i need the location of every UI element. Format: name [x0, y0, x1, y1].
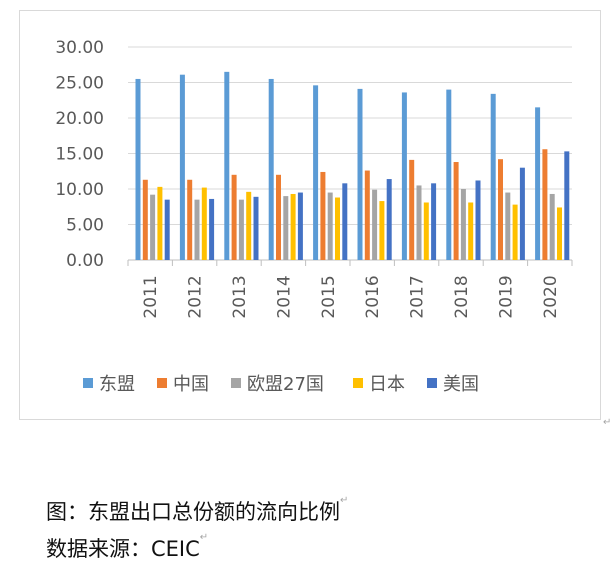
- legend-label: 东盟: [99, 374, 135, 395]
- chart-svg: 30.00 25.00 20.00 15.00 10.00 5.00 0.00 2011 201…: [55, 38, 573, 395]
- legend-label: 日本: [369, 374, 405, 395]
- bar: [512, 204, 518, 260]
- legend-swatch: [157, 378, 167, 388]
- bar: [557, 207, 562, 260]
- bar: [409, 159, 415, 260]
- y-tick-label: 25.00: [55, 74, 104, 94]
- x-tick-label: 2016: [363, 275, 383, 318]
- bar: [564, 151, 570, 260]
- y-tick-label: 20.00: [55, 109, 104, 129]
- bar: [320, 171, 326, 260]
- bar: [364, 170, 370, 260]
- bar: [246, 191, 252, 260]
- bar: [357, 88, 363, 260]
- legend-swatch: [353, 378, 363, 388]
- bar: [386, 179, 392, 260]
- caption-source-text: 数据来源：CEIC: [46, 537, 200, 561]
- x-tick-label: 2017: [408, 275, 428, 318]
- bar: [179, 74, 185, 260]
- legend-swatch: [427, 378, 437, 388]
- y-tick-label: 0.00: [66, 251, 104, 271]
- bar: [505, 192, 511, 260]
- bar: [431, 183, 437, 260]
- bar: [423, 202, 429, 260]
- bar: [187, 179, 193, 260]
- bar: [327, 192, 333, 260]
- bar: [401, 92, 407, 260]
- bar: [379, 201, 385, 260]
- bar: [276, 174, 281, 260]
- bar: [416, 185, 422, 260]
- bar: [519, 167, 525, 260]
- legend-label: 美国: [443, 374, 479, 395]
- x-tick-label: 2020: [541, 275, 561, 318]
- x-tick-label: 2012: [186, 275, 206, 318]
- x-tick-label: 2015: [319, 275, 339, 318]
- legend-swatch: [231, 378, 241, 388]
- x-tick-label: 2013: [230, 275, 250, 318]
- bar: [135, 78, 141, 260]
- bar: [372, 189, 378, 260]
- bar: [475, 180, 481, 260]
- y-tick-label: 5.00: [66, 216, 104, 236]
- bar: [142, 179, 148, 260]
- bar: [231, 174, 237, 260]
- x-tick-label: 2011: [141, 275, 161, 318]
- bar: [224, 71, 230, 260]
- return-mark: ↵: [199, 532, 209, 543]
- bar: [460, 189, 466, 260]
- bar: [157, 186, 163, 260]
- legend-label: 中国: [173, 374, 209, 395]
- caption-title-text: 图：东盟出口总份额的流向比例: [46, 500, 340, 524]
- bar: [283, 196, 289, 260]
- legend-swatch: [83, 378, 93, 388]
- bar: [313, 85, 319, 260]
- return-mark: ↵: [340, 495, 349, 506]
- bar: [297, 192, 303, 260]
- legend-label: 欧盟27国: [247, 374, 324, 395]
- bar: [194, 199, 200, 260]
- x-tick-label: 2014: [274, 275, 294, 318]
- y-tick-label: 10.00: [55, 180, 104, 200]
- bar: [253, 196, 259, 260]
- bar: [201, 187, 207, 260]
- bar: [164, 199, 170, 260]
- x-tick-label: 2019: [496, 275, 516, 318]
- bar: [490, 93, 496, 260]
- bar: [453, 162, 459, 260]
- bar: [290, 193, 296, 260]
- bar: [209, 198, 215, 260]
- bar: [498, 159, 503, 260]
- return-mark: ↵: [603, 417, 612, 428]
- y-tick-label: 15.00: [55, 145, 104, 165]
- bar: [238, 199, 244, 260]
- chart-frame: 30.00 25.00 20.00 15.00 10.00 5.00 0.00 2011 201…: [19, 10, 601, 420]
- y-tick-label: 30.00: [55, 38, 104, 58]
- bar: [446, 89, 452, 260]
- bar: [542, 149, 548, 260]
- data-source-caption: 数据来源：CEIC ↵: [46, 533, 208, 563]
- x-tick-label: 2018: [452, 275, 472, 318]
- bar: [342, 183, 348, 260]
- figure-caption: 图：东盟出口总份额的流向比例 ↵: [46, 496, 348, 526]
- bar: [535, 107, 541, 260]
- bar: [150, 194, 156, 260]
- bar: [468, 202, 474, 260]
- bar: [268, 78, 274, 260]
- bar: [335, 197, 340, 260]
- bar: [549, 193, 555, 260]
